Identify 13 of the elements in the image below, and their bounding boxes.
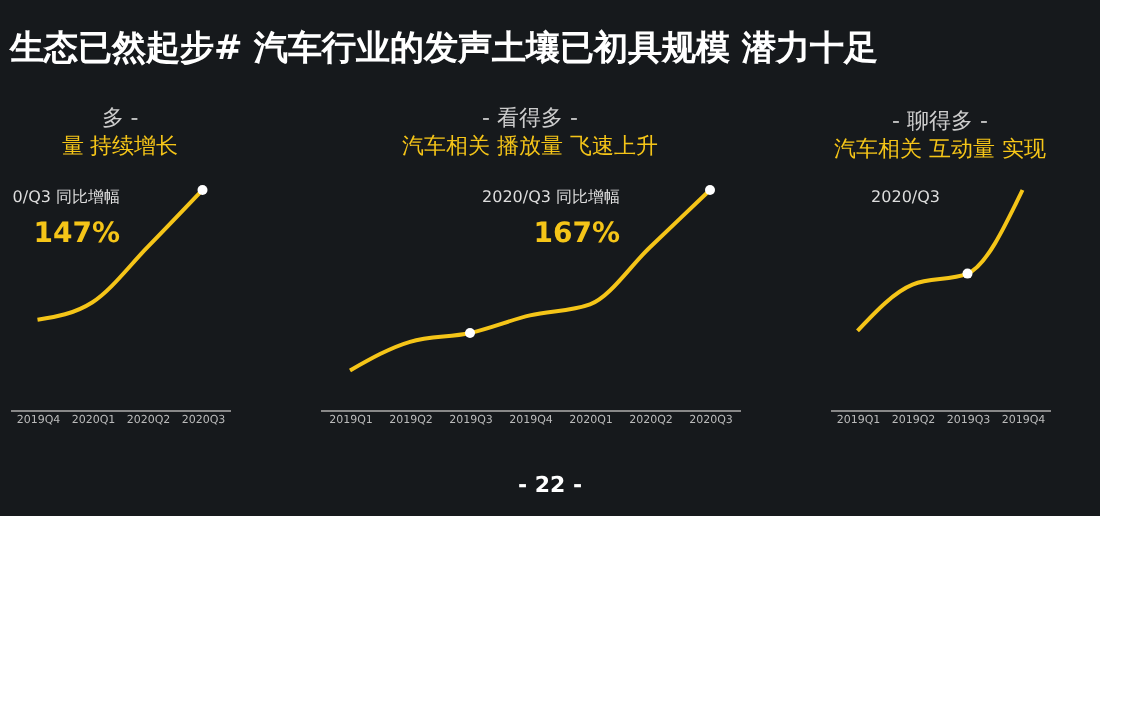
annotation: 147% xyxy=(33,218,120,250)
text: - 22 - xyxy=(517,472,583,498)
chart-title: - 看得多 - xyxy=(482,105,578,131)
chart-title: 多 - xyxy=(101,105,139,131)
annotation: 0/Q3 同比增幅 xyxy=(12,188,120,206)
chart-subtitle: 汽车相关 播放量 飞速上升 xyxy=(402,133,658,159)
annotation: 167% xyxy=(533,218,620,250)
chart-subtitle: 汽车相关 互动量 实现 xyxy=(834,136,1046,162)
annotation: 2020/Q3 同比增幅 xyxy=(482,188,620,206)
annotation: 2020/Q3 xyxy=(871,188,940,206)
chart-title: - 聊得多 - xyxy=(892,108,988,134)
text: 生态已然起步# 汽车行业的发声土壤已初具规模 潜力十足 xyxy=(8,29,879,69)
chart-subtitle: 量 持续增长 xyxy=(61,133,179,159)
